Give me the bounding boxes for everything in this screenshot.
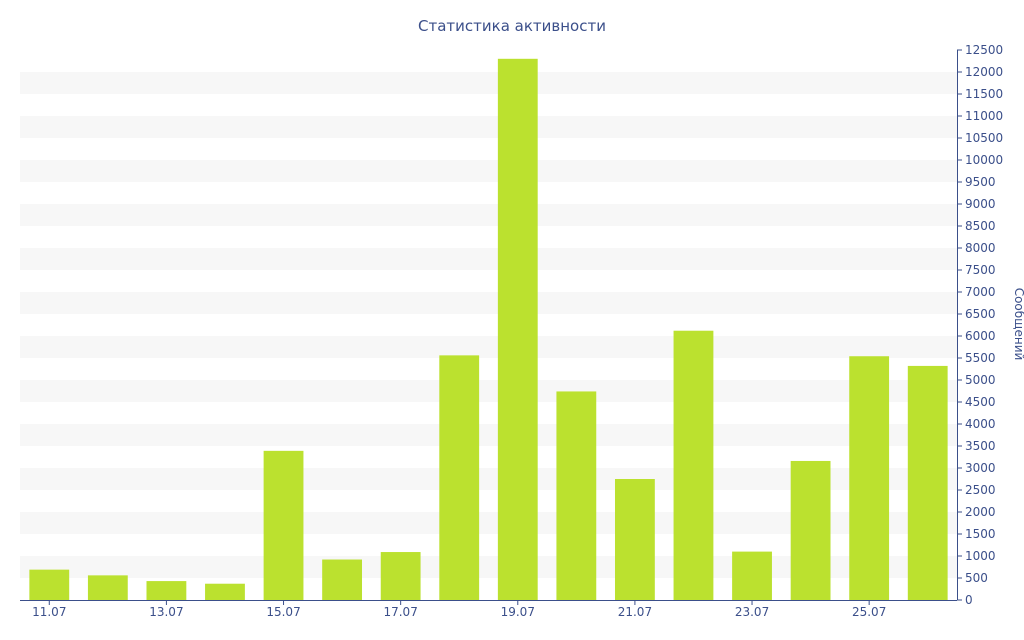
bar [673,330,714,600]
y-tick-label: 3000 [965,461,996,475]
y-tick-label: 3500 [965,439,996,453]
bar [556,391,597,600]
y-axis: 0 500 1000 1500 2000 2500 3000 3500 4000 4500 5000… [957,43,1003,607]
bar [205,583,245,600]
grid-band [20,468,957,490]
x-axis: 11.07 13.07 15.07 17.07 19.07 21.07 23.07 25.07 [20,600,957,619]
bar [849,356,890,600]
y-tick-label: 5500 [965,351,996,365]
x-tick-label: 17.07 [383,605,417,619]
y-tick-label: 4500 [965,395,996,409]
bar [263,450,304,600]
y-tick-label: 4000 [965,417,996,431]
y-tick-label: 2000 [965,505,996,519]
y-tick-label: 9000 [965,197,996,211]
grid-bands [20,72,957,578]
bar [146,581,187,600]
bar-series [29,58,948,601]
x-tick-label: 23.07 [735,605,769,619]
y-tick-label: 7500 [965,263,996,277]
y-tick-label: 11500 [965,87,1003,101]
bar [907,365,948,600]
grid-band [20,380,957,402]
bar [322,559,363,600]
grid-band [20,292,957,314]
x-tick-label: 21.07 [618,605,652,619]
y-tick-label: 9500 [965,175,996,189]
bar [790,460,831,600]
y-tick-label: 10500 [965,131,1003,145]
y-tick-label: 12500 [965,43,1003,57]
bar [497,58,538,601]
y-tick-label: 6000 [965,329,996,343]
grid-band [20,72,957,94]
y-tick-label: 2500 [965,483,996,497]
grid-band [20,204,957,226]
y-tick-label: 12000 [965,65,1003,79]
y-tick-label: 1500 [965,527,996,541]
y-tick-label: 500 [965,571,988,585]
grid-band [20,336,957,358]
grid-band [20,160,957,182]
x-tick-label: 25.07 [852,605,886,619]
x-tick-label: 13.07 [149,605,183,619]
y-tick-label: 6500 [965,307,996,321]
y-tick-label: 8000 [965,241,996,255]
grid-band [20,424,957,446]
grid-band [20,116,957,138]
chart-title: Статистика активности [418,17,606,35]
y-tick-label: 5000 [965,373,996,387]
x-tick-label: 15.07 [266,605,300,619]
grid-band [20,248,957,270]
bar [614,479,655,600]
bar [732,551,772,600]
bar [29,569,70,600]
bar [439,355,480,600]
y-tick-label: 7000 [965,285,996,299]
y-tick-label: 11000 [965,109,1003,123]
y-tick-label: 10000 [965,153,1003,167]
grid-band [20,512,957,534]
x-tick-label: 19.07 [501,605,535,619]
bar [87,575,128,600]
y-tick-label: 0 [965,593,973,607]
y-tick-label: 8500 [965,219,996,233]
x-tick-label: 11.07 [32,605,66,619]
y-tick-label: 1000 [965,549,996,563]
grid-band [20,556,957,578]
bar [380,552,421,600]
y-axis-label: Сообщений [1012,288,1024,361]
